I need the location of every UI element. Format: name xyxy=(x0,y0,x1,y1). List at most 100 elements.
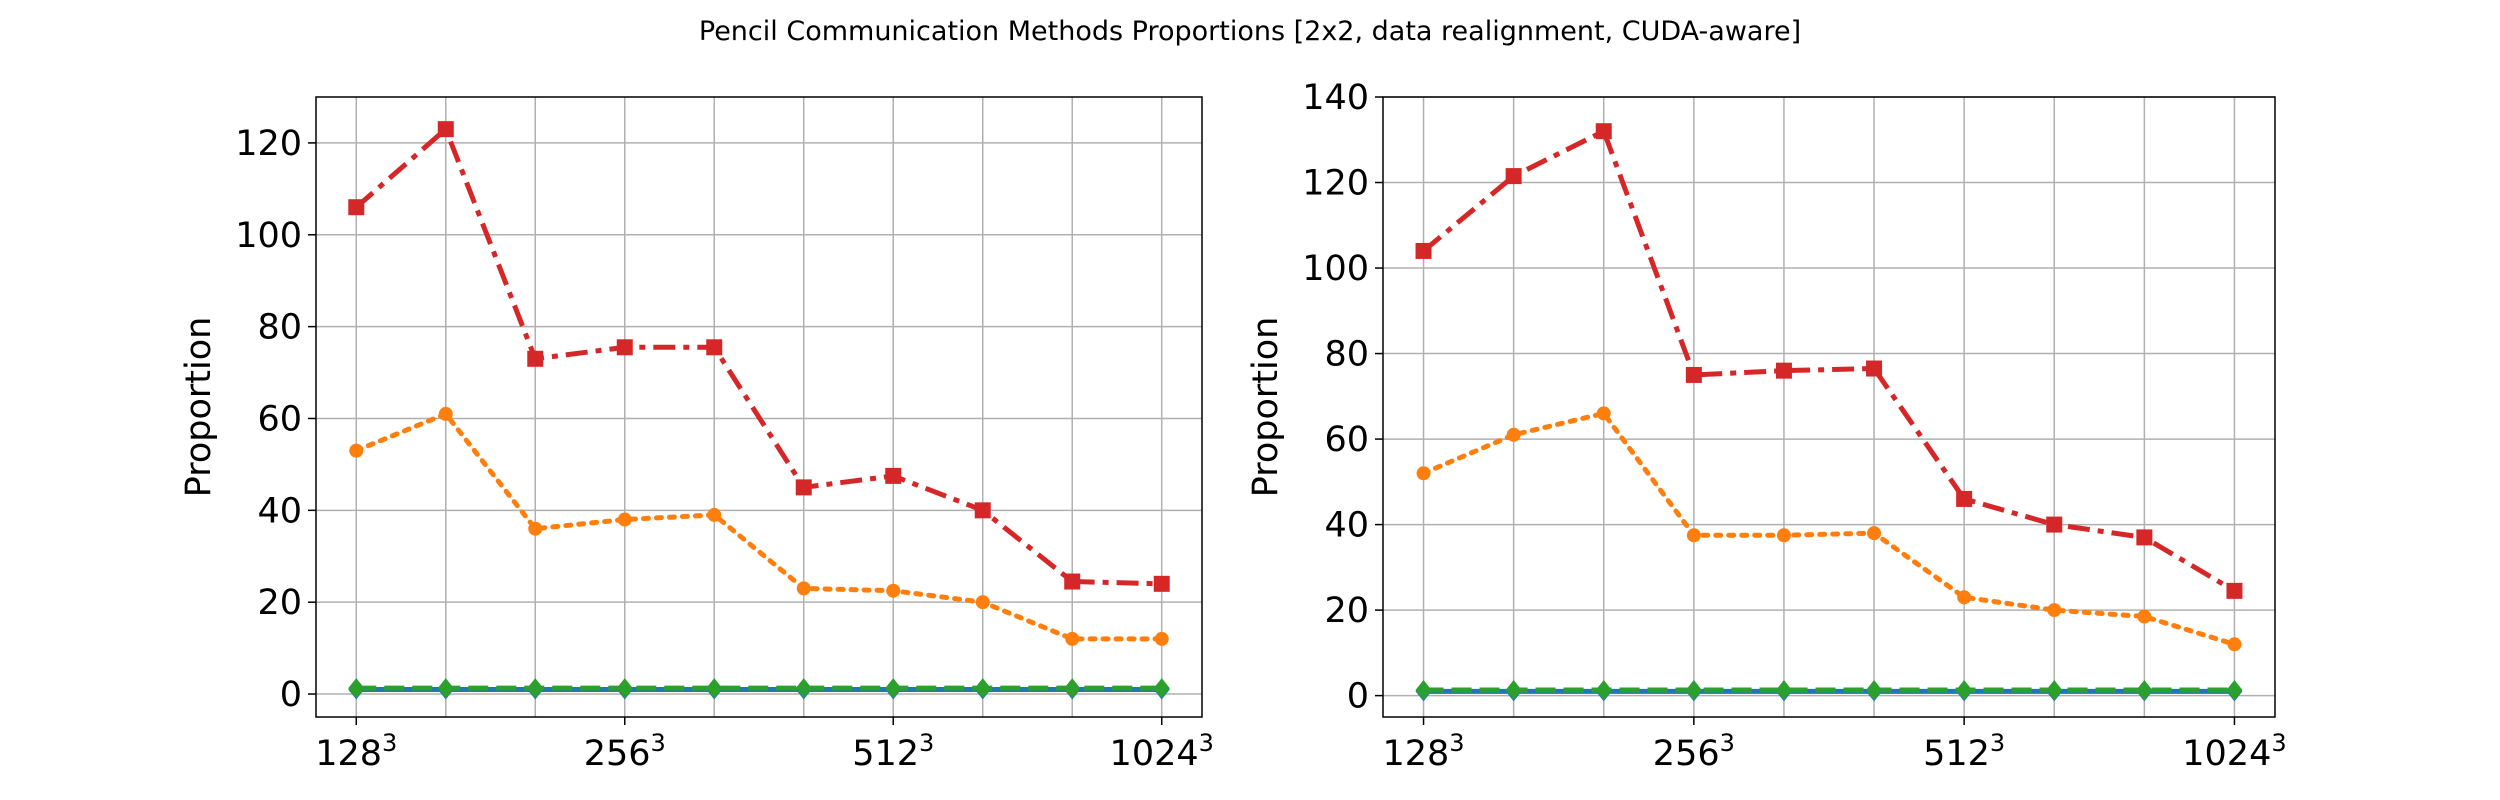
y-tick-label: 60 xyxy=(257,399,302,439)
x-tick-exponent: 3 xyxy=(382,729,397,757)
x-tick-label: 1283 xyxy=(1382,729,1464,774)
data-point xyxy=(1415,242,1432,259)
data-point xyxy=(1506,427,1521,442)
data-point xyxy=(796,581,811,596)
data-point xyxy=(2047,603,2062,618)
data-point xyxy=(527,350,544,367)
data-point xyxy=(1775,680,1792,701)
data-point xyxy=(974,678,991,699)
plot-frame xyxy=(315,96,1203,718)
data-point xyxy=(1866,680,1883,701)
data-point xyxy=(707,507,722,522)
y-tick-label: 60 xyxy=(1324,420,1369,460)
data-point xyxy=(2136,529,2153,546)
data-point xyxy=(1064,678,1081,699)
data-point xyxy=(616,678,633,699)
data-point xyxy=(1775,362,1792,379)
data-point xyxy=(1957,590,1972,605)
y-tick-label: 0 xyxy=(280,675,302,715)
data-point xyxy=(2046,680,2063,701)
y-tick-label: 40 xyxy=(257,491,302,531)
y-tick-label: 80 xyxy=(1324,335,1369,375)
data-point xyxy=(2226,582,2243,599)
y-tick-label: 20 xyxy=(1324,591,1369,631)
data-point xyxy=(1154,631,1169,646)
x-tick-label: 2563 xyxy=(1653,729,1735,774)
data-point xyxy=(1685,366,1702,383)
data-point xyxy=(1416,466,1431,481)
x-tick-label: 10243 xyxy=(2182,729,2286,774)
data-point xyxy=(885,467,902,484)
x-tick-exponent: 3 xyxy=(651,729,666,757)
series-line xyxy=(354,124,1162,587)
x-tick-label: 10243 xyxy=(1110,729,1214,774)
y-tick-label: 40 xyxy=(1324,506,1369,546)
data-point xyxy=(1505,680,1522,701)
data-point xyxy=(1595,123,1612,140)
x-tick-exponent: 3 xyxy=(1449,729,1464,757)
data-point xyxy=(2226,680,2243,701)
data-point xyxy=(1153,575,1170,592)
data-point xyxy=(795,479,812,496)
x-tick-exponent: 3 xyxy=(1720,729,1735,757)
data-point xyxy=(348,678,365,699)
x-tick-exponent: 3 xyxy=(2271,729,2286,757)
data-point xyxy=(1415,680,1432,701)
y-axis-label: Proportion xyxy=(179,317,219,498)
y-tick-label: 120 xyxy=(1302,164,1369,204)
y-tick-label: 100 xyxy=(235,216,302,256)
data-point xyxy=(2137,609,2152,624)
y-axis-label: Proportion xyxy=(1246,317,1286,498)
data-point xyxy=(1505,168,1522,185)
data-point xyxy=(437,121,454,138)
x-tick-label: 5123 xyxy=(852,729,934,774)
data-point xyxy=(2046,516,2063,533)
x-tick-label: 5123 xyxy=(1923,729,2005,774)
x-tick-label: 2563 xyxy=(584,729,666,774)
data-point xyxy=(349,443,364,458)
data-point xyxy=(1065,631,1080,646)
data-point xyxy=(2136,680,2153,701)
x-tick-exponent: 3 xyxy=(919,729,934,757)
figure-title: Pencil Communication Methods Proportions… xyxy=(699,16,1801,47)
data-point xyxy=(1595,680,1612,701)
data-point xyxy=(528,521,543,536)
data-point xyxy=(975,595,990,610)
data-point xyxy=(885,678,902,699)
y-tick-label: 80 xyxy=(257,308,302,348)
data-point xyxy=(617,512,632,527)
x-tick-exponent: 3 xyxy=(1199,729,1214,757)
data-point xyxy=(438,406,453,421)
data-point xyxy=(1776,528,1791,543)
chart-panel-left: 0 20 40 60 80 100 120 1283 2563 5123 10243 Proporti… xyxy=(179,96,1214,774)
data-point xyxy=(1153,678,1170,699)
data-point xyxy=(2227,637,2242,652)
series-line xyxy=(1421,410,2237,647)
y-tick-label: 20 xyxy=(257,583,302,623)
x-tick-label: 1283 xyxy=(315,729,397,774)
data-point xyxy=(527,678,544,699)
data-point xyxy=(886,583,901,598)
data-point xyxy=(1866,360,1883,377)
data-point xyxy=(706,339,723,356)
data-point xyxy=(1596,406,1611,421)
series-line xyxy=(1421,127,2236,594)
y-tick-label: 140 xyxy=(1302,78,1369,118)
y-tick-label: 100 xyxy=(1302,249,1369,289)
y-tick-label: 0 xyxy=(1347,677,1369,717)
data-point xyxy=(348,199,365,216)
data-point xyxy=(1685,680,1702,701)
data-point xyxy=(1867,526,1882,541)
data-point xyxy=(1956,680,1973,701)
plot-frame xyxy=(1382,96,2276,718)
data-point xyxy=(706,678,723,699)
data-point xyxy=(437,678,454,699)
x-tick-exponent: 3 xyxy=(1990,729,2005,757)
series-line xyxy=(353,410,1165,642)
data-point xyxy=(795,678,812,699)
chart-panel-right: 0 20 40 60 80 100 120 140 1283 2563 5123 10243 Propo… xyxy=(1246,78,2287,774)
data-point xyxy=(1686,528,1701,543)
data-point xyxy=(1064,573,1081,590)
